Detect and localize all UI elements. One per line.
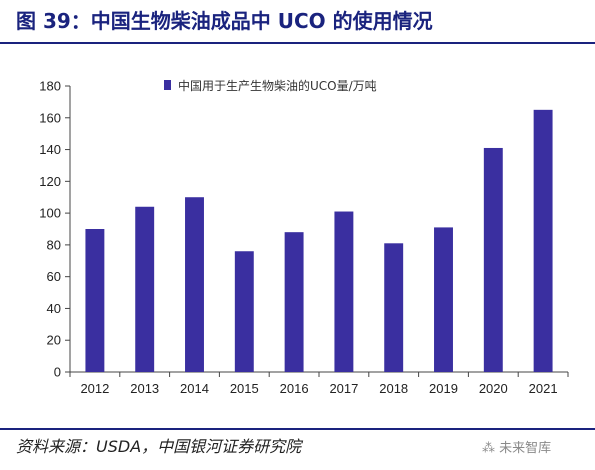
x-tick-label: 2014: [180, 381, 209, 396]
x-tick-label: 2021: [529, 381, 558, 396]
x-tick-label: 2020: [479, 381, 508, 396]
y-tick-label: 120: [39, 174, 61, 189]
footer-divider: [0, 428, 595, 430]
bar-series: [85, 109, 553, 373]
y-tick-label: 100: [39, 206, 61, 221]
bar: [483, 147, 503, 372]
x-tick-label: 2016: [280, 381, 309, 396]
watermark: ⁂ 未来智库: [482, 438, 590, 460]
bar: [533, 109, 553, 373]
x-tick-label: 2013: [130, 381, 159, 396]
y-tick-label: 20: [47, 333, 61, 348]
x-tick-label: 2018: [379, 381, 408, 396]
bar: [185, 197, 204, 372]
bar: [284, 232, 304, 372]
y-tick-label: 40: [47, 301, 61, 316]
x-tick-label: 2012: [80, 381, 109, 396]
y-tick-label: 60: [47, 269, 61, 284]
legend: 中国用于生产生物柴油的UCO量/万吨: [164, 78, 377, 93]
x-tick-label: 2019: [429, 381, 458, 396]
x-tick-label: 2015: [230, 381, 259, 396]
y-axis: 0 20 40 60 80 100 120 140 160 180: [39, 79, 71, 380]
bar: [85, 229, 105, 372]
y-tick-label: 0: [54, 365, 61, 380]
source-note: 资料来源：USDA，中国银河证券研究院: [16, 437, 302, 456]
title-divider: [0, 42, 595, 44]
figure-title: 图 39：中国生物柴油成品中 UCO 的使用情况: [16, 9, 433, 33]
x-axis: 2012 2013 2014 2015 2016 2017 2018 2019 2020 2021: [69, 371, 569, 396]
bar: [334, 211, 354, 372]
y-tick-label: 80: [47, 237, 61, 252]
legend-label: 中国用于生产生物柴油的UCO量/万吨: [178, 78, 377, 93]
y-tick-label: 180: [39, 79, 61, 94]
watermark-logo-icon: ⁂: [482, 441, 495, 456]
x-tick-label: 2017: [329, 381, 358, 396]
bar: [135, 206, 155, 372]
bar: [434, 227, 453, 372]
y-tick-label: 160: [39, 110, 61, 125]
y-tick-label: 140: [39, 142, 61, 157]
bar: [234, 251, 254, 372]
legend-swatch: [164, 80, 171, 90]
bar: [384, 243, 404, 372]
watermark-text: 未来智库: [499, 441, 552, 456]
